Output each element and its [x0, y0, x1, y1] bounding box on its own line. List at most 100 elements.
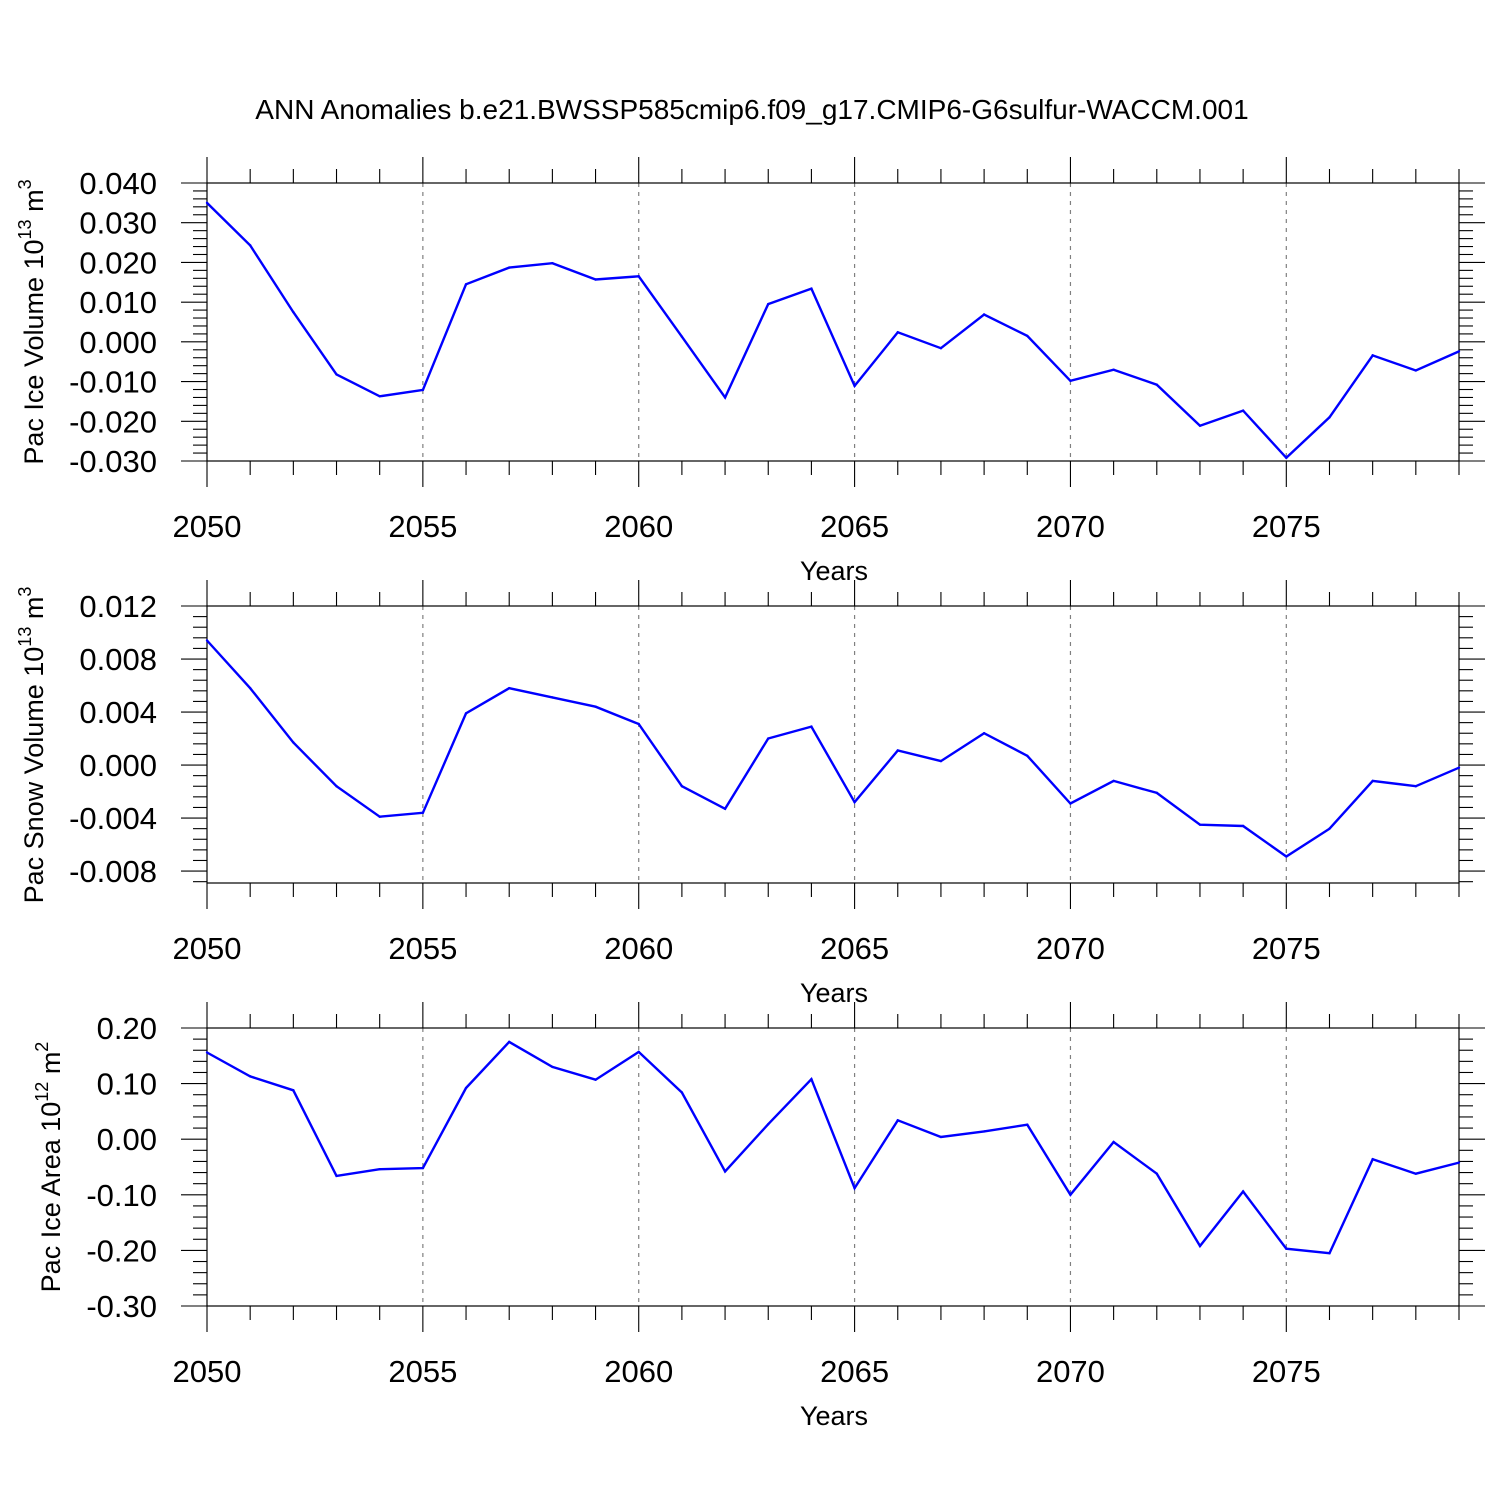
- y-axis-label-text: Pac Ice Volume 10: [19, 239, 49, 464]
- data-point: [982, 732, 986, 735]
- data-point: [810, 725, 813, 728]
- chart-panel-2: 0.012 0.008 0.004 0.000 -0.004 -0.008 2050 2055…: [15, 580, 1485, 1008]
- y-axis-label-text: m: [19, 189, 49, 219]
- data-point: [421, 388, 425, 392]
- x-axis-label: Years: [800, 1401, 868, 1431]
- chart-panel-1: 0.040 0.030 0.020 0.010 0.000 -0.010 -0.020 -0.…: [15, 157, 1485, 586]
- y-axis-label: Pac Snow Volume 1013 m3: [15, 587, 49, 904]
- data-point: [594, 1078, 597, 1081]
- y-tick-label: 0.00: [97, 1122, 157, 1157]
- data-point: [1069, 802, 1072, 805]
- data-point: [1069, 1193, 1072, 1197]
- data-point: [205, 1051, 209, 1054]
- data-point: [637, 275, 640, 278]
- y-tick-label: 0.10: [97, 1067, 157, 1102]
- x-tick-label: 2055: [388, 1354, 457, 1389]
- data-point: [1328, 1251, 1331, 1255]
- data-point: [982, 1130, 986, 1133]
- data-point: [1112, 1140, 1115, 1144]
- data-point: [1241, 824, 1245, 828]
- data-point: [810, 287, 813, 290]
- x-tick-label: 2060: [604, 1354, 673, 1389]
- data-point: [810, 1077, 813, 1081]
- y-tick-label: 0.008: [79, 642, 157, 677]
- y-tick-label: 0.20: [97, 1011, 157, 1046]
- data-point: [335, 785, 338, 788]
- data-point: [1241, 409, 1245, 412]
- data-point: [853, 800, 856, 804]
- data-point: [378, 1168, 381, 1171]
- data-point: [508, 1040, 511, 1044]
- y-axis-label-superscript: 13: [15, 219, 35, 239]
- x-tick-label: 2055: [388, 509, 457, 544]
- data-point: [508, 266, 511, 269]
- y-tick-label: 0.030: [79, 206, 157, 241]
- data-point: [551, 696, 554, 699]
- data-point: [335, 373, 338, 376]
- data-point: [1457, 1161, 1461, 1164]
- y-axis-label-superscript: 3: [15, 587, 35, 597]
- data-point: [1155, 383, 1158, 386]
- y-tick-label: -0.10: [86, 1178, 157, 1213]
- data-point: [637, 722, 640, 726]
- y-tick-label: -0.010: [69, 365, 157, 400]
- y-axis-label-superscript: 3: [15, 179, 35, 189]
- data-point: [1026, 1123, 1029, 1126]
- x-tick-label: 2075: [1252, 931, 1321, 966]
- x-tick-label: 2065: [820, 509, 889, 544]
- data-point: [896, 749, 899, 752]
- data-point: [1026, 334, 1029, 338]
- data-point: [292, 741, 295, 744]
- data-point: [939, 759, 943, 763]
- y-tick-label: 0.000: [79, 325, 157, 360]
- data-point: [292, 1089, 295, 1092]
- data-point: [1371, 354, 1374, 357]
- x-tick-label: 2070: [1036, 509, 1105, 544]
- data-point: [464, 1086, 468, 1090]
- data-point: [1112, 368, 1115, 371]
- data-point: [248, 1075, 252, 1078]
- data-point: [982, 313, 986, 316]
- data-point: [1414, 1172, 1418, 1175]
- x-tick-label: 2050: [173, 931, 242, 966]
- y-tick-label: 0.010: [79, 285, 157, 320]
- data-point: [1198, 1244, 1202, 1248]
- data-point: [1457, 766, 1461, 769]
- x-tick-label: 2065: [820, 1354, 889, 1389]
- data-point: [1371, 1158, 1374, 1161]
- data-point: [1198, 823, 1202, 826]
- data-point: [248, 244, 252, 247]
- data-point: [508, 686, 511, 690]
- data-point: [551, 262, 554, 265]
- plot-frame: [206, 1027, 1460, 1307]
- x-tick-label: 2070: [1036, 931, 1105, 966]
- data-point: [378, 395, 381, 398]
- x-tick-label: 2050: [173, 1354, 242, 1389]
- x-tick-label: 2075: [1252, 1354, 1321, 1389]
- data-point: [680, 335, 684, 338]
- data-point: [896, 1119, 899, 1122]
- data-point: [464, 283, 468, 286]
- plot-frame: [206, 605, 1460, 884]
- data-point: [723, 807, 727, 810]
- data-point: [1414, 785, 1418, 788]
- data-point: [1414, 369, 1418, 372]
- data-point: [292, 310, 295, 314]
- y-tick-label: 0.020: [79, 245, 157, 280]
- data-point: [594, 278, 597, 281]
- y-tick-label: 0.000: [79, 748, 157, 783]
- plot-frame: [206, 182, 1460, 462]
- y-axis-label-text: m: [19, 597, 49, 627]
- data-point: [335, 1174, 338, 1178]
- data-point: [421, 811, 425, 814]
- y-tick-label: -0.030: [69, 444, 157, 479]
- series-line: [206, 639, 1460, 858]
- y-axis-label-superscript: 12: [32, 1082, 52, 1102]
- data-point: [1457, 350, 1461, 353]
- data-point: [767, 737, 770, 740]
- data-point: [853, 1186, 856, 1190]
- data-point: [723, 1170, 727, 1173]
- data-point: [723, 396, 727, 399]
- y-tick-label: -0.20: [86, 1233, 157, 1268]
